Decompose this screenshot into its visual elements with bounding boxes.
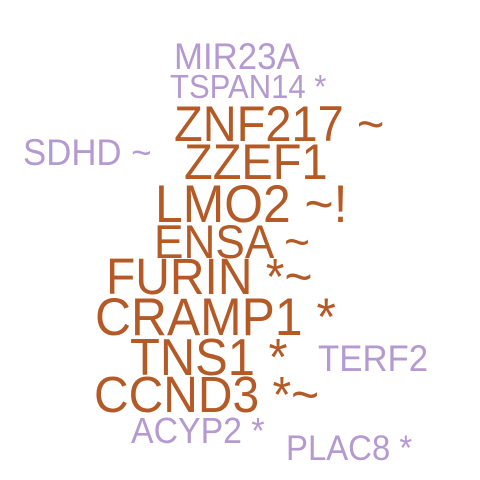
word-furin: FURIN *~ (106, 248, 313, 305)
word-tspan14: TSPAN14 * (170, 68, 327, 105)
word-lmo2: LMO2 ~! (155, 175, 348, 234)
word-terf2: TERF2 (318, 338, 429, 379)
word-zzef1: ZZEF1 (184, 134, 328, 190)
word-cramp1: CRAMP1 * (95, 288, 336, 347)
word-ensa: ENSA ~ (154, 215, 310, 268)
word-tns1: TNS1 * (130, 329, 288, 387)
word-acyp2: ACYP2 * (131, 410, 265, 451)
word-plac8: PLAC8 * (286, 429, 413, 468)
word-mir23a: MIR23A (174, 36, 300, 77)
word-ccnd3: CCND3 *~ (94, 366, 320, 423)
word-znf217: ZNF217 ~ (174, 96, 385, 152)
word-sdhd: SDHD ~ (23, 132, 152, 173)
